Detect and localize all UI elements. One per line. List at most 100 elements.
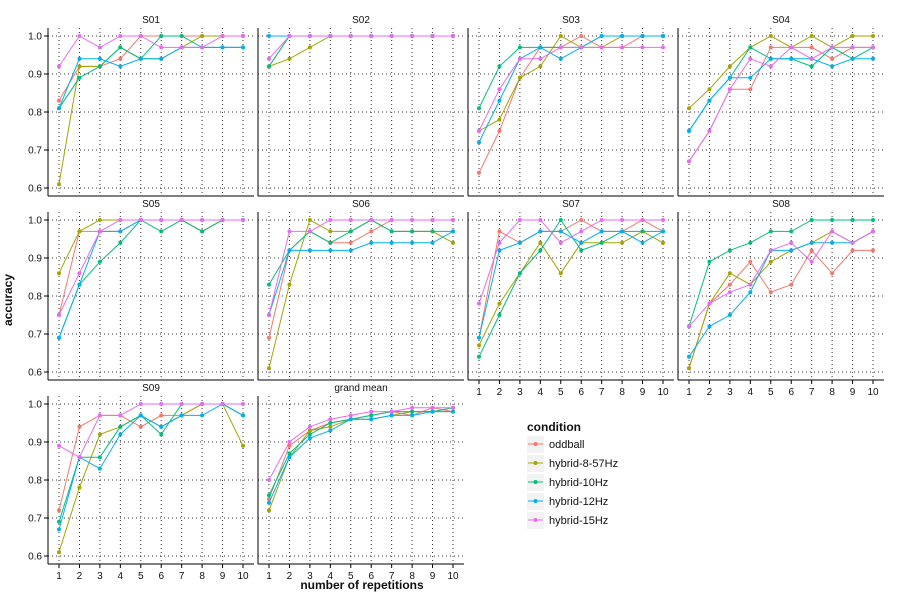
series-line-hybrid-10hz bbox=[268, 407, 454, 496]
data-point-hybrid-15hz bbox=[179, 218, 184, 222]
data-point-hybrid-10hz bbox=[97, 64, 102, 69]
data-point-hybrid-12hz bbox=[348, 248, 353, 253]
data-point-oddball bbox=[850, 248, 855, 253]
series-hybrid-15hz bbox=[57, 402, 245, 460]
data-point-hybrid-8-57hz bbox=[267, 508, 271, 513]
data-point-hybrid-10hz bbox=[179, 34, 184, 38]
data-point-hybrid-15hz bbox=[287, 34, 292, 38]
data-point-hybrid-8-57hz bbox=[328, 229, 333, 234]
x-tick-label: 6 bbox=[788, 387, 794, 398]
x-tick-label: 7 bbox=[809, 387, 815, 398]
series-hybrid-15hz bbox=[57, 34, 245, 69]
panel-title: S02 bbox=[352, 15, 370, 26]
data-point-hybrid-15hz bbox=[451, 405, 455, 410]
x-tick-label: 4 bbox=[328, 571, 334, 582]
data-point-hybrid-12hz bbox=[410, 413, 415, 418]
data-point-hybrid-12hz bbox=[451, 229, 455, 234]
x-tick-label: 8 bbox=[829, 387, 835, 398]
series-hybrid-12hz bbox=[267, 229, 455, 317]
data-point-oddball bbox=[830, 56, 835, 61]
data-point-hybrid-15hz bbox=[287, 440, 292, 444]
data-point-hybrid-12hz bbox=[307, 248, 312, 253]
x-tick-label: 3 bbox=[97, 571, 103, 582]
data-point-hybrid-10hz bbox=[410, 229, 415, 234]
legend-entry-hybrid-10hz: hybrid-10Hz bbox=[527, 474, 608, 491]
series-line-hybrid-10hz bbox=[478, 219, 663, 358]
data-point-hybrid-10hz bbox=[267, 64, 271, 69]
data-point-hybrid-12hz bbox=[348, 417, 353, 422]
y-tick-label: 0.6 bbox=[28, 552, 42, 563]
data-point-hybrid-12hz bbox=[599, 34, 604, 38]
data-point-hybrid-10hz bbox=[348, 229, 353, 234]
data-point-hybrid-15hz bbox=[809, 259, 814, 264]
series-line-hybrid-15hz bbox=[268, 407, 453, 481]
data-point-hybrid-12hz bbox=[369, 240, 374, 245]
data-point-hybrid-15hz bbox=[727, 87, 732, 92]
x-tick-label: 1 bbox=[266, 571, 272, 582]
data-point-hybrid-10hz bbox=[369, 413, 374, 418]
data-point-hybrid-10hz bbox=[410, 409, 415, 414]
series-line-oddball bbox=[268, 219, 453, 338]
data-point-hybrid-12hz bbox=[727, 75, 732, 80]
data-point-hybrid-15hz bbox=[579, 229, 584, 234]
data-point-hybrid-10hz bbox=[389, 229, 394, 234]
data-point-oddball bbox=[748, 87, 753, 92]
series-hybrid-8-57hz bbox=[477, 229, 665, 348]
data-point-hybrid-15hz bbox=[159, 402, 164, 406]
data-point-hybrid-8-57hz bbox=[307, 218, 312, 222]
panel-title: S03 bbox=[562, 15, 580, 26]
data-point-hybrid-15hz bbox=[538, 218, 543, 222]
data-point-hybrid-12hz bbox=[220, 45, 225, 50]
data-point-hybrid-15hz bbox=[369, 409, 374, 414]
data-point-hybrid-8-57hz bbox=[451, 240, 455, 245]
data-point-hybrid-12hz bbox=[118, 432, 123, 437]
x-tick-label: 6 bbox=[368, 571, 374, 582]
series-line-hybrid-8-57hz bbox=[268, 35, 453, 67]
data-point-hybrid-12hz bbox=[389, 240, 394, 245]
data-point-hybrid-8-57hz bbox=[727, 64, 732, 69]
data-point-hybrid-8-57hz bbox=[57, 271, 61, 276]
data-point-hybrid-12hz bbox=[599, 229, 604, 234]
data-point-hybrid-15hz bbox=[599, 218, 604, 222]
x-tick-label: 10 bbox=[867, 387, 879, 398]
data-point-hybrid-12hz bbox=[77, 282, 82, 287]
series-line-oddball bbox=[58, 219, 243, 316]
data-point-hybrid-12hz bbox=[57, 106, 61, 111]
data-point-hybrid-12hz bbox=[620, 34, 625, 38]
series-line-oddball bbox=[688, 249, 873, 369]
data-point-hybrid-12hz bbox=[850, 56, 855, 61]
data-point-hybrid-15hz bbox=[517, 56, 522, 61]
y-tick-label: 0.8 bbox=[28, 476, 42, 487]
data-point-hybrid-12hz bbox=[138, 413, 143, 418]
data-point-hybrid-15hz bbox=[661, 45, 665, 50]
y-tick-label: 0.9 bbox=[28, 438, 42, 449]
data-point-hybrid-15hz bbox=[451, 34, 455, 38]
x-tick-label: 3 bbox=[517, 387, 523, 398]
data-point-hybrid-12hz bbox=[307, 436, 312, 441]
data-point-hybrid-10hz bbox=[830, 218, 835, 222]
data-point-hybrid-10hz bbox=[477, 106, 481, 111]
series-hybrid-12hz bbox=[687, 229, 875, 359]
data-point-hybrid-15hz bbox=[77, 34, 82, 38]
data-point-hybrid-15hz bbox=[97, 229, 102, 234]
data-point-oddball bbox=[267, 335, 271, 340]
series-line-hybrid-12hz bbox=[478, 230, 664, 338]
data-point-hybrid-15hz bbox=[179, 402, 184, 406]
data-point-hybrid-15hz bbox=[307, 34, 312, 38]
data-point-hybrid-15hz bbox=[850, 45, 855, 50]
series-line-hybrid-8-57hz bbox=[268, 219, 454, 369]
legend-label: hybrid-8-57Hz bbox=[549, 458, 618, 470]
series-line-hybrid-12hz bbox=[478, 35, 663, 143]
series-line-hybrid-10hz bbox=[268, 35, 453, 67]
series-oddball bbox=[267, 218, 455, 340]
series-hybrid-10hz bbox=[687, 218, 875, 329]
data-point-hybrid-15hz bbox=[77, 271, 82, 276]
x-tick-label: 8 bbox=[199, 571, 205, 582]
x-tick-label: 7 bbox=[179, 571, 185, 582]
data-point-hybrid-12hz bbox=[328, 248, 333, 253]
x-tick-label: 2 bbox=[287, 571, 293, 582]
data-point-hybrid-12hz bbox=[241, 45, 245, 50]
data-point-oddball bbox=[789, 282, 794, 287]
data-point-hybrid-10hz bbox=[97, 259, 102, 264]
data-point-hybrid-8-57hz bbox=[477, 343, 481, 348]
